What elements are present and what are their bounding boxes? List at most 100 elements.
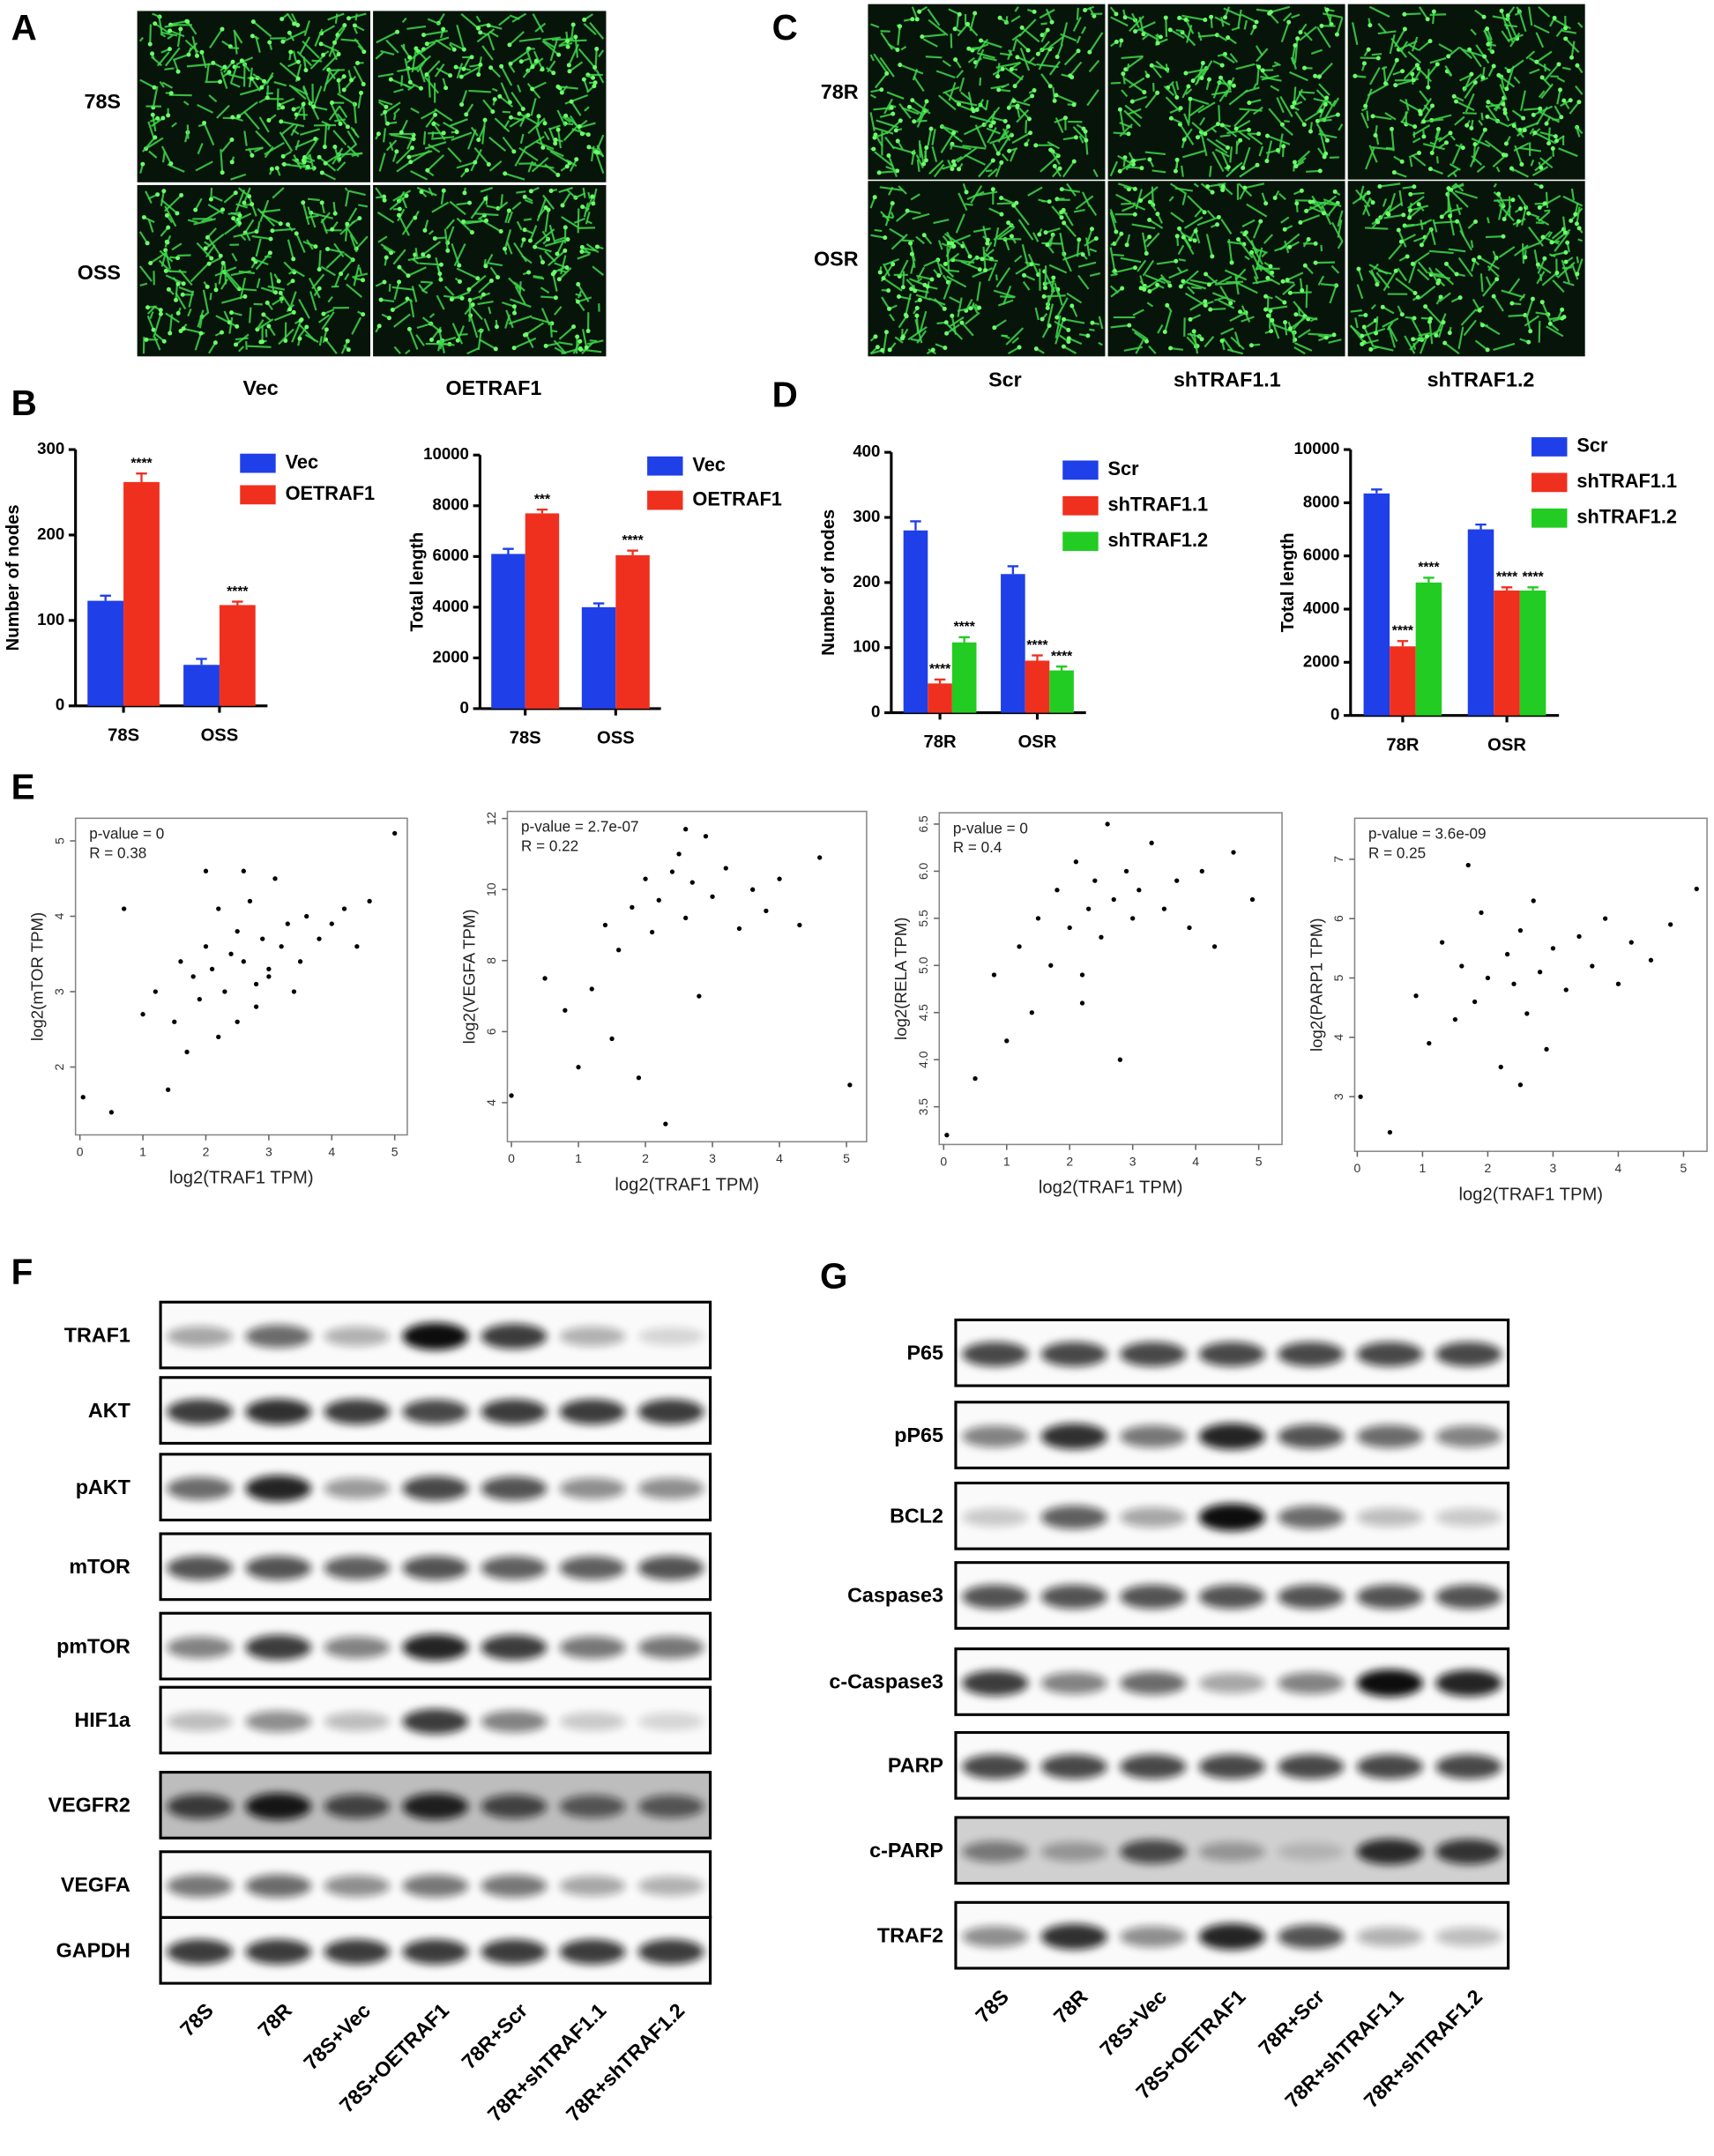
cell [1442, 341, 1447, 346]
cell [1209, 15, 1213, 19]
cell [1192, 329, 1196, 333]
cell [1119, 39, 1123, 43]
cell [1179, 285, 1183, 289]
cell [489, 279, 494, 283]
cell [493, 97, 497, 101]
cell [1565, 241, 1569, 245]
cell [1119, 232, 1123, 236]
cell [427, 254, 431, 258]
cell-network [1523, 243, 1524, 264]
cell [1478, 309, 1482, 313]
cell [1203, 210, 1207, 214]
cell [377, 323, 382, 328]
x-tick-label: 5 [843, 1151, 850, 1165]
band [1435, 1754, 1502, 1779]
cell [221, 261, 226, 265]
band [324, 1478, 390, 1499]
cell [231, 216, 235, 220]
legend-label: Scr [1576, 435, 1608, 457]
point [1472, 1000, 1477, 1004]
cell [379, 298, 384, 302]
point [81, 1095, 86, 1099]
cell [187, 53, 191, 57]
point [1054, 888, 1059, 892]
band [245, 1875, 311, 1898]
cell [887, 307, 891, 311]
cell [398, 207, 402, 212]
point [603, 923, 607, 927]
cell [1060, 187, 1064, 191]
y-tick-label: 200 [853, 572, 880, 591]
band [1041, 1342, 1107, 1366]
significance: **** [1026, 638, 1048, 653]
point [542, 976, 547, 980]
y-tick-label: 4 [52, 912, 66, 919]
annotation: p-value = 0 [953, 820, 1028, 836]
cell-network [164, 68, 174, 69]
cell [1302, 66, 1307, 71]
bar [928, 683, 952, 712]
cell [1226, 165, 1231, 169]
cell [880, 348, 884, 353]
point [1358, 1095, 1362, 1099]
error-bar [627, 551, 637, 555]
significance: **** [1051, 649, 1073, 664]
cell [503, 171, 507, 175]
y-axis-title: Total length [1278, 532, 1298, 632]
cell [1249, 343, 1254, 347]
cell [1215, 222, 1219, 227]
cell [1208, 308, 1212, 312]
point [197, 997, 202, 1001]
y-tick-label: 2 [52, 1063, 66, 1070]
point [222, 989, 227, 993]
cell [1507, 69, 1511, 73]
cell [153, 135, 157, 139]
cell [332, 41, 337, 45]
band [245, 1939, 311, 1965]
cell [882, 276, 886, 280]
cell [1121, 71, 1125, 76]
band [1041, 1505, 1107, 1529]
cell [145, 305, 150, 309]
cell [153, 85, 157, 90]
cell [399, 130, 404, 135]
cell [176, 311, 181, 316]
y-tick-label: 4000 [1303, 598, 1339, 617]
cell [387, 316, 391, 320]
cell [1268, 264, 1272, 269]
cell [591, 76, 595, 80]
band [560, 1399, 626, 1424]
cell [1199, 76, 1204, 80]
cell [896, 138, 900, 143]
band [1199, 1504, 1265, 1531]
y-tick-label: 100 [37, 610, 64, 628]
band [1435, 1839, 1502, 1864]
cell [554, 138, 558, 142]
cell [462, 190, 466, 195]
cell-network [540, 297, 555, 298]
cell [591, 194, 595, 198]
cell-network [428, 76, 429, 98]
cell [523, 227, 527, 232]
cell [1207, 282, 1211, 286]
cell [346, 124, 350, 129]
cell [522, 237, 526, 242]
cell [202, 121, 206, 125]
cell [1256, 163, 1260, 167]
cell [437, 271, 442, 276]
cell [1139, 166, 1144, 170]
band [481, 1399, 548, 1424]
cell-network [917, 316, 918, 333]
point [609, 1037, 614, 1041]
cell [554, 295, 558, 300]
cell [544, 205, 548, 210]
cell-network [468, 91, 490, 92]
x-tick-label: 4 [1615, 1161, 1622, 1175]
cell [1426, 17, 1430, 21]
cell [943, 262, 948, 266]
cell [586, 329, 591, 333]
point [1538, 970, 1542, 974]
band [962, 1670, 1028, 1696]
cell [1563, 36, 1568, 41]
